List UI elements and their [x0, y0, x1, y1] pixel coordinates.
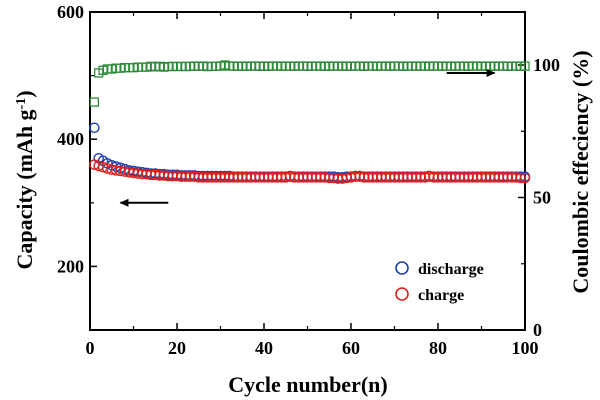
x-tick-label: 60: [342, 338, 360, 358]
marks-layer: [89, 60, 531, 207]
x-tick-label: 80: [429, 338, 447, 358]
legend: discharge charge: [395, 261, 484, 304]
y-left-axis-title: Capacity (mAh g-1): [12, 90, 37, 269]
y-left-axis-title-close: ): [12, 90, 37, 97]
axis-layer: 0 20 40 60 80 100 200 400 600 0 50 100: [57, 2, 560, 358]
y-left-axis-title-sup: -1: [14, 98, 29, 110]
efficiency-point: [89, 97, 99, 107]
x-tick-label: 100: [512, 338, 539, 358]
legend-charge-label: charge: [418, 287, 464, 304]
legend-charge-marker: [395, 287, 409, 301]
y-right-tick-label: 50: [533, 188, 551, 208]
y-right-axis-title: Coulombic effeciency (%): [568, 50, 593, 293]
y-right-tick-label: 100: [533, 55, 560, 75]
y-left-tick-label: 600: [57, 2, 84, 22]
x-axis-title: Cycle number(n): [228, 372, 387, 397]
y-right-tick-label: 0: [533, 320, 542, 340]
x-tick-label: 0: [86, 338, 95, 358]
y-left-tick-label: 400: [57, 129, 84, 149]
charge-point: [519, 172, 531, 184]
legend-discharge-marker: [395, 261, 409, 275]
y-left-axis-title-main: Capacity (mAh g: [12, 109, 37, 269]
legend-discharge-label: discharge: [418, 261, 484, 278]
x-tick-label: 20: [168, 338, 186, 358]
y-left-tick-label: 200: [57, 256, 84, 276]
discharge-point: [89, 122, 100, 134]
series-charge: [89, 159, 531, 184]
x-tick-label: 40: [255, 338, 273, 358]
charge-point: [515, 172, 526, 184]
efficiency-point: [520, 61, 530, 71]
series-coulombic-effeciency: [89, 60, 530, 107]
